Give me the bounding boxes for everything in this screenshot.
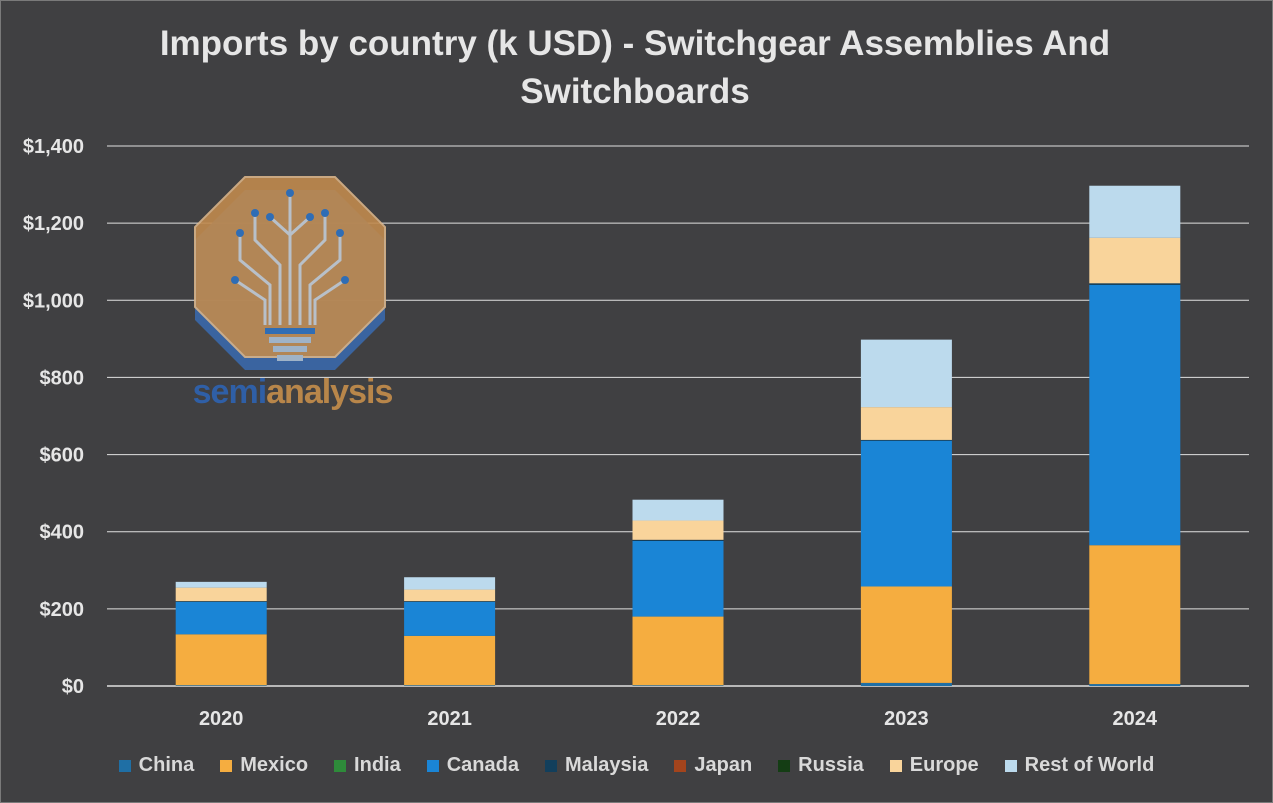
bar-europe-2024 (1089, 237, 1181, 284)
legend-label: Russia (798, 754, 864, 776)
bar-rest-of-world-2023 (860, 339, 952, 408)
y-tick-label: $1,200 (23, 213, 84, 235)
legend-item-canada: Canada (426, 754, 519, 777)
bar-mexico-2022 (632, 616, 724, 686)
legend-swatch (1004, 759, 1017, 772)
y-tick-label: $1,400 (23, 136, 84, 158)
legend-item-rest-of-world: Rest of World (1004, 754, 1155, 777)
bar-rest-of-world-2020 (175, 581, 267, 588)
bar-mexico-2021 (404, 635, 496, 686)
x-tick-label: 2021 (427, 708, 472, 730)
bar-china-2022 (632, 685, 724, 686)
y-tick-label: $600 (40, 445, 85, 467)
legend-swatch (544, 759, 557, 772)
legend-swatch (889, 759, 902, 772)
legend-label: Rest of World (1024, 754, 1155, 776)
legend-swatch (334, 759, 347, 772)
legend-item-india: India (334, 754, 401, 777)
legend-label: China (138, 754, 195, 776)
bar-china-2024 (1089, 684, 1181, 686)
y-tick-label: $200 (40, 599, 85, 621)
bar-rest-of-world-2021 (404, 577, 496, 590)
x-tick-label: 2024 (1113, 708, 1158, 730)
bar-mexico-2020 (175, 634, 267, 686)
bar-canada-2021 (404, 601, 496, 636)
legend-item-russia: Russia (778, 754, 864, 777)
legend-swatch (674, 759, 687, 772)
legend-item-europe: Europe (889, 754, 979, 777)
legend-item-malaysia: Malaysia (544, 754, 649, 777)
bar-mexico-2023 (860, 586, 952, 683)
x-tick-label: 2020 (199, 708, 244, 730)
bar-china-2023 (860, 682, 952, 686)
bar-malaysia-2023 (860, 439, 952, 441)
logo-wordmark: semianalysis (192, 373, 394, 411)
legend-swatch (220, 759, 233, 772)
legend-item-china: China (118, 754, 195, 777)
legend-swatch (118, 759, 131, 772)
bar-canada-2024 (1089, 284, 1181, 546)
circuit-bulb-icon (194, 176, 386, 370)
legend-label: Europe (909, 754, 979, 776)
y-tick-label: $0 (62, 676, 84, 698)
bar-mexico-2024 (1089, 545, 1181, 685)
legend-label: Mexico (240, 754, 309, 776)
chart-title: Imports by country (k USD) - Switchgear … (159, 24, 1111, 111)
bar-malaysia-2024 (1089, 283, 1181, 285)
bar-canada-2020 (175, 601, 267, 635)
x-tick-label: 2023 (884, 708, 929, 730)
bar-canada-2022 (632, 540, 724, 617)
legend-swatch (778, 759, 791, 772)
legend-item-mexico: Mexico (220, 754, 308, 777)
legend-label: Malaysia (564, 754, 649, 776)
bar-rest-of-world-2022 (632, 499, 724, 521)
bar-rest-of-world-2024 (1089, 185, 1181, 238)
legend-swatch (426, 759, 439, 772)
y-tick-label: $400 (40, 522, 85, 544)
chart-legend: China Mexico India Canada Malaysia Japan Russi… (0, 754, 1273, 777)
semianalysis-logo: semianalysis (185, 175, 400, 420)
bar-europe-2022 (632, 520, 724, 540)
y-tick-label: $800 (40, 367, 85, 389)
legend-label: India (354, 754, 401, 776)
bar-canada-2023 (860, 440, 952, 587)
legend-label: Canada (446, 754, 519, 776)
legend-label: Japan (694, 754, 753, 776)
bar-malaysia-2020 (175, 601, 267, 602)
bar-europe-2021 (404, 589, 496, 602)
legend-item-japan: Japan (674, 754, 752, 777)
bar-malaysia-2022 (632, 539, 724, 541)
bar-malaysia-2021 (404, 601, 496, 602)
bar-china-2020 (175, 685, 267, 686)
y-tick-label: $1,000 (23, 290, 84, 312)
x-tick-label: 2022 (656, 708, 701, 730)
bar-europe-2023 (860, 407, 952, 440)
bar-europe-2020 (175, 587, 267, 602)
bar-china-2021 (404, 685, 496, 686)
